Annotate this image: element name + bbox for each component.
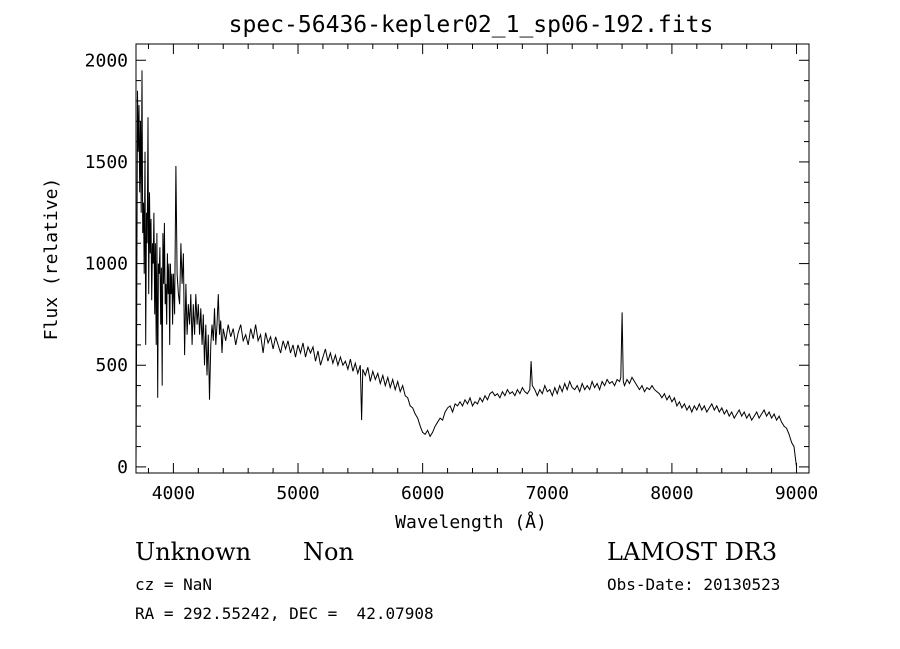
- obs-date: Obs-Date: 20130523: [607, 575, 781, 594]
- y-tick-label: 500: [95, 355, 128, 376]
- x-axis: 4000 5000 6000 7000 8000 9000: [147, 44, 818, 504]
- x-tick-label: 8000: [650, 483, 693, 504]
- spectrum-chart: spec-56436-kepler02_1_sp06-192.fits 4000…: [41, 12, 818, 533]
- x-tick-label: 6000: [401, 483, 444, 504]
- spectral-subclass: Non: [303, 538, 354, 566]
- y-tick-label: 0: [117, 457, 128, 478]
- y-tick-label: 1500: [85, 152, 128, 173]
- x-tick-label: 5000: [276, 483, 319, 504]
- y-axis-label: Flux (relative): [41, 178, 62, 341]
- coordinates: RA = 292.55242, DEC = 42.07908: [135, 604, 434, 623]
- x-axis-label: Wavelength (Å): [395, 511, 547, 533]
- plot-frame: [135, 43, 810, 474]
- y-tick-label: 2000: [85, 50, 128, 71]
- spectral-class: Unknown: [135, 538, 252, 566]
- x-tick-label: 4000: [152, 483, 195, 504]
- chart-title: spec-56436-kepler02_1_sp06-192.fits: [229, 12, 714, 38]
- spectrum-series: [135, 70, 797, 467]
- y-tick-label: 1000: [85, 254, 128, 275]
- survey-label: LAMOST DR3: [607, 538, 778, 566]
- x-tick-label: 9000: [775, 483, 818, 504]
- x-tick-label: 7000: [526, 483, 569, 504]
- spectrum-line: [135, 70, 797, 467]
- redshift-readout: cz = NaN: [135, 575, 213, 594]
- y-axis: 0 500 1000 1500 2000: [85, 50, 809, 478]
